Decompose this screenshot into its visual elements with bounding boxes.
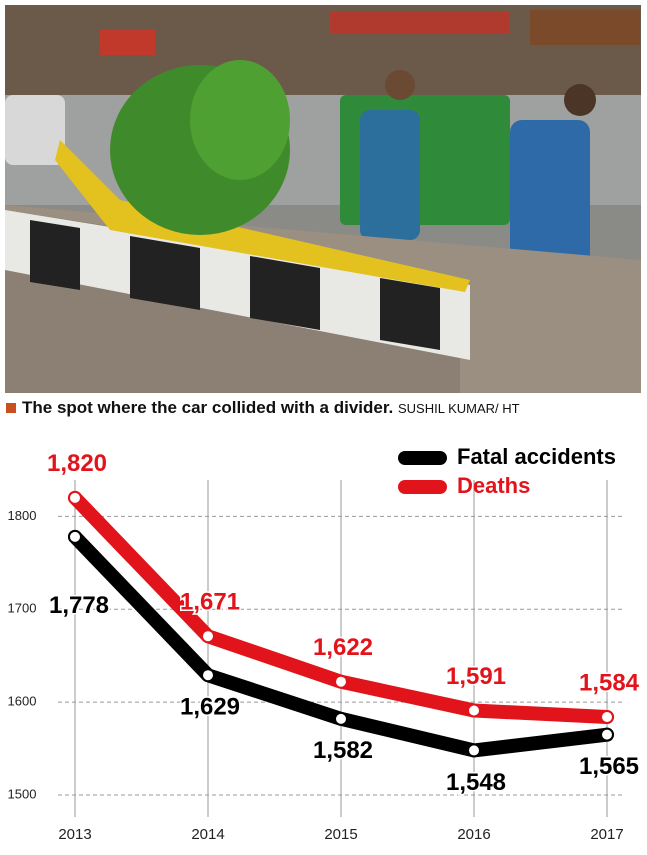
data-point (68, 490, 82, 505)
data-point (334, 711, 348, 726)
photo-credit: SUSHIL KUMAR/ HT (398, 401, 520, 416)
value-label: 1,778 (49, 592, 109, 619)
data-point (467, 703, 481, 718)
value-label: 1,582 (313, 737, 373, 764)
x-tick-label: 2017 (590, 826, 623, 843)
y-tick-label: 1600 (8, 694, 37, 709)
caption-text: The spot where the car collided with a d… (22, 398, 394, 417)
x-tick-label: 2013 (58, 826, 91, 843)
y-tick-label: 1700 (8, 601, 37, 616)
value-label: 1,622 (313, 634, 373, 661)
value-label: 1,591 (446, 663, 506, 690)
value-label: 1,565 (579, 753, 639, 780)
photo (5, 5, 641, 393)
data-point (201, 629, 215, 644)
value-label: 1,629 (180, 694, 240, 721)
data-point (600, 710, 614, 724)
data-point (201, 668, 215, 683)
legend-label: Deaths (457, 473, 530, 498)
chart: 1500 1600 1700 1800 2013 2014 2015 2016 2017 1,77… (8, 444, 642, 843)
value-label: 1,671 (180, 589, 240, 616)
data-point (600, 727, 614, 742)
data-point (68, 529, 82, 544)
value-label: 1,548 (446, 769, 506, 796)
x-tick-label: 2014 (191, 826, 224, 843)
y-tick-label: 1800 (8, 508, 37, 523)
x-tick-label: 2015 (324, 826, 357, 843)
value-label: 1,584 (579, 669, 640, 696)
x-tick-label: 2016 (457, 826, 490, 843)
caption: The spot where the car collided with a d… (6, 398, 646, 418)
data-point (467, 743, 481, 758)
y-tick-label: 1500 (8, 786, 37, 801)
data-point (334, 674, 348, 689)
value-label: 1,820 (47, 450, 107, 477)
legend-label: Fatal accidents (457, 444, 616, 469)
